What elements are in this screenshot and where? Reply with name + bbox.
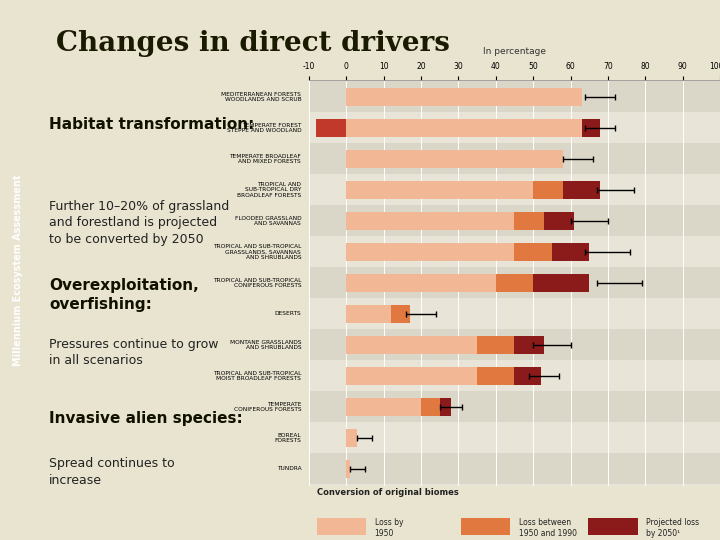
Bar xyxy=(544,212,575,230)
Bar xyxy=(346,150,563,168)
Bar xyxy=(346,242,514,261)
Bar xyxy=(346,212,514,230)
Bar xyxy=(309,174,720,205)
Bar xyxy=(421,397,440,416)
Bar xyxy=(514,242,552,261)
Bar xyxy=(346,460,350,478)
Text: Overexploitation,
overfishing:: Overexploitation, overfishing: xyxy=(49,278,199,312)
Bar xyxy=(309,267,720,299)
Bar xyxy=(391,305,410,323)
Bar xyxy=(588,518,638,535)
Text: Habitat transformation:: Habitat transformation: xyxy=(49,117,254,132)
Bar xyxy=(309,361,720,392)
Bar xyxy=(514,212,544,230)
Bar xyxy=(533,274,589,292)
Bar xyxy=(563,181,600,199)
Text: Further 10–20% of grassland
and forestland is projected
to be converted by 2050: Further 10–20% of grassland and forestla… xyxy=(49,200,229,246)
Text: Changes in direct drivers: Changes in direct drivers xyxy=(56,30,450,57)
Text: Loss between
1950 and 1990: Loss between 1950 and 1990 xyxy=(518,518,577,538)
Text: Conversion of original biomes: Conversion of original biomes xyxy=(317,488,459,497)
Bar xyxy=(533,181,563,199)
Bar xyxy=(309,82,720,112)
Bar xyxy=(316,119,346,137)
Bar xyxy=(346,181,533,199)
Text: In percentage: In percentage xyxy=(483,46,546,56)
Bar xyxy=(477,336,515,354)
Text: Spread continues to
increase: Spread continues to increase xyxy=(49,457,174,487)
Bar xyxy=(477,367,515,385)
Bar xyxy=(461,518,510,535)
Bar xyxy=(346,367,477,385)
Bar xyxy=(346,429,357,447)
Bar xyxy=(514,367,541,385)
Bar xyxy=(552,242,589,261)
Bar xyxy=(440,397,451,416)
Bar xyxy=(346,336,477,354)
Bar xyxy=(309,299,720,329)
Bar xyxy=(496,274,533,292)
Bar xyxy=(309,454,720,484)
Bar xyxy=(346,119,582,137)
Text: Millennium Ecosystem Assessment: Millennium Ecosystem Assessment xyxy=(13,174,22,366)
Bar xyxy=(309,112,720,144)
Bar xyxy=(309,422,720,454)
Bar xyxy=(514,336,544,354)
Bar xyxy=(309,205,720,237)
Bar xyxy=(309,237,720,267)
Bar xyxy=(346,274,496,292)
Bar xyxy=(346,397,421,416)
Text: Invasive alien species:: Invasive alien species: xyxy=(49,411,243,426)
Bar xyxy=(317,518,366,535)
Text: Pressures continue to grow
in all scenarios: Pressures continue to grow in all scenar… xyxy=(49,338,218,367)
Bar xyxy=(309,392,720,422)
Bar xyxy=(346,305,391,323)
Text: Projected loss
by 2050¹: Projected loss by 2050¹ xyxy=(646,518,699,538)
Bar xyxy=(582,119,600,137)
Text: Loss by
1950: Loss by 1950 xyxy=(374,518,403,538)
Bar xyxy=(309,329,720,361)
Bar xyxy=(309,144,720,174)
Bar xyxy=(346,87,582,106)
